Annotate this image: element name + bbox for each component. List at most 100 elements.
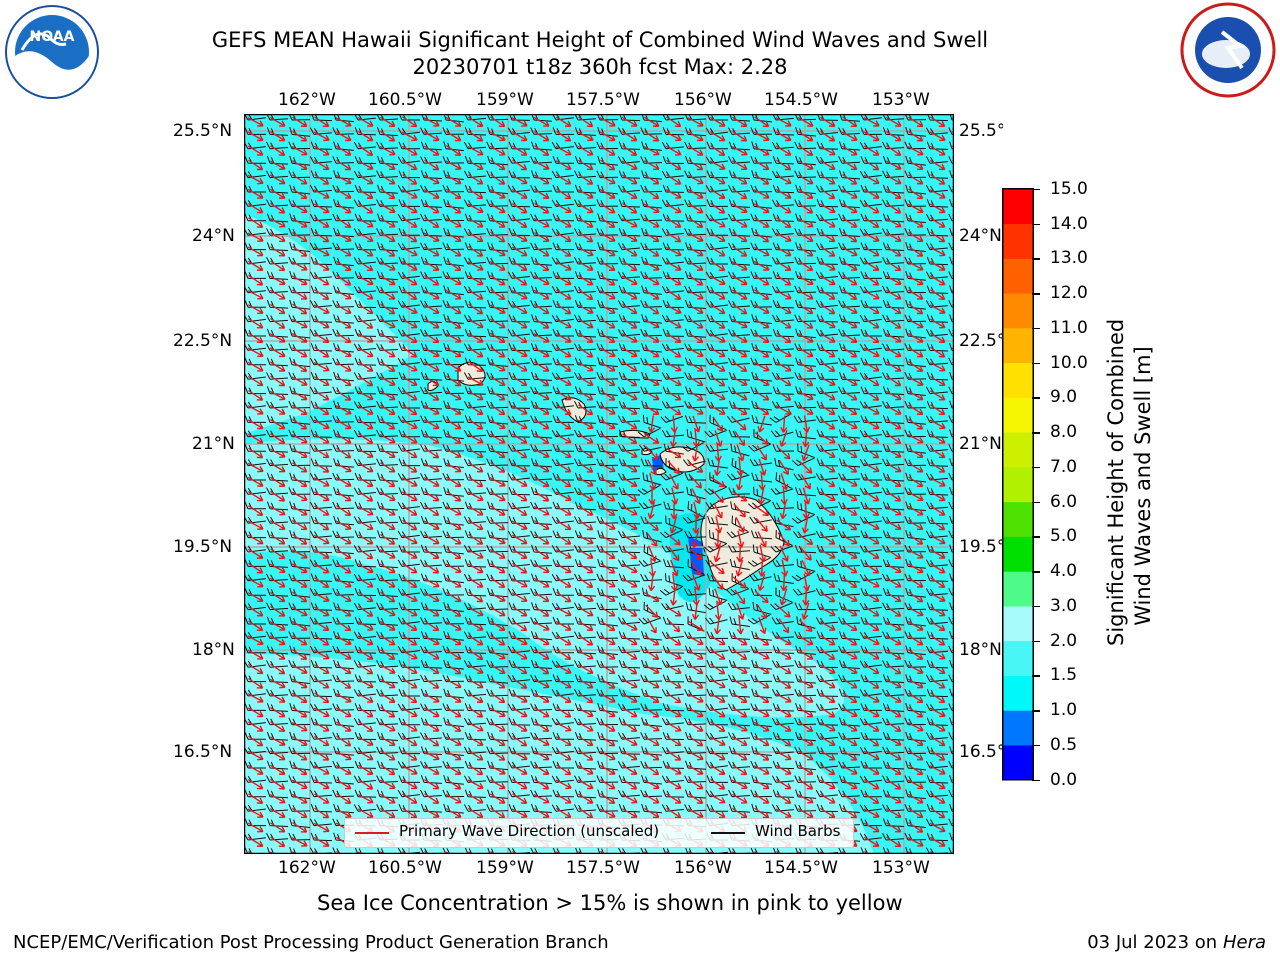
colorbar-tick-label: 14.0 xyxy=(1050,213,1088,234)
colorbar-tick-mark xyxy=(1032,397,1040,399)
lat-tick-label: 21°N xyxy=(192,434,235,454)
colorbar-tick-label: 12.0 xyxy=(1050,283,1088,304)
colorbar-tick-mark xyxy=(1032,501,1040,504)
colorbar-segment xyxy=(1003,432,1033,468)
lon-tick-label: 154.5°W xyxy=(764,90,838,110)
colorbar-tick-label: 7.0 xyxy=(1050,456,1078,477)
colorbar-tick-label: 9.0 xyxy=(1050,387,1078,408)
colorbar-segment xyxy=(1003,710,1033,746)
wave-direction-legend-label: Primary Wave Direction (unscaled) xyxy=(399,822,660,840)
colorbar-tick-mark xyxy=(1032,432,1040,434)
lat-tick-label: 16.5°N xyxy=(173,742,233,762)
colorbar-tick-mark xyxy=(1032,223,1040,225)
colorbar-title-line2: Wind Waves and Swell [m] xyxy=(1131,346,1155,626)
right-lat-axis: 25.5°N 24°N 22.5°N 21°N 19.5°N 18°N 16.5… xyxy=(955,110,1003,790)
footer-producer: NCEP/EMC/Verification Post Processing Pr… xyxy=(13,932,609,953)
lat-tick-label: 25.5°N xyxy=(959,121,1003,141)
lat-tick-label: 19.5°N xyxy=(959,537,1003,557)
colorbar-tick-mark xyxy=(1032,536,1040,538)
colorbar-tick-mark xyxy=(1032,327,1040,330)
lat-tick-label: 19.5°N xyxy=(173,537,233,557)
lon-tick-label: 160.5°W xyxy=(368,858,442,878)
colorbar-segment xyxy=(1003,501,1033,537)
lon-tick-label: 159°W xyxy=(476,858,534,878)
colorbar xyxy=(1002,188,1034,781)
lon-tick-label: 157.5°W xyxy=(566,858,640,878)
colorbar-tick-mark xyxy=(1032,293,1040,295)
colorbar-segment xyxy=(1003,397,1033,433)
colorbar-segment xyxy=(1003,571,1033,607)
wave-height-band-2-3m xyxy=(244,439,844,718)
colorbar-segment xyxy=(1003,362,1033,398)
colorbar-tick-label: 13.0 xyxy=(1050,248,1088,269)
colorbar-segment xyxy=(1003,675,1033,711)
colorbar-segment xyxy=(1003,327,1033,364)
map-legend: Primary Wave Direction (unscaled) Wind B… xyxy=(344,818,854,848)
colorbar-tick-mark xyxy=(1032,779,1040,782)
wave-height-band-2-3m xyxy=(244,214,414,434)
lon-tick-label: 153°W xyxy=(872,858,930,878)
colorbar-tick-mark xyxy=(1032,466,1040,469)
colorbar-segment xyxy=(1003,293,1033,329)
colorbar-tick-label: 0.0 xyxy=(1050,769,1078,790)
lon-tick-label: 162°W xyxy=(278,858,336,878)
colorbar-tick-label: 0.5 xyxy=(1050,734,1078,755)
colorbar-tick-mark xyxy=(1032,640,1040,643)
colorbar-tick-mark xyxy=(1032,571,1040,573)
noaa-logo-text: NOAA xyxy=(30,29,75,45)
lat-tick-label: 24°N xyxy=(959,226,1002,246)
colorbar-title: Significant Height of Combined Wind Wave… xyxy=(1103,318,1157,646)
colorbar-tick-label: 11.0 xyxy=(1050,317,1088,338)
wind-barb-legend-label: Wind Barbs xyxy=(755,822,841,840)
colorbar-tick-mark xyxy=(1032,710,1040,712)
colorbar-tick-mark xyxy=(1032,605,1040,608)
lon-tick-label: 156°W xyxy=(674,858,732,878)
footer-machine: Hera xyxy=(1222,932,1266,953)
colorbar-tick-label: 10.0 xyxy=(1050,352,1088,373)
colorbar-tick-label: 3.0 xyxy=(1050,595,1078,616)
colorbar-title-line1: Significant Height of Combined xyxy=(1104,318,1128,646)
wave-height-map xyxy=(244,114,954,854)
lat-tick-label: 22.5°N xyxy=(173,331,233,351)
footer-date-text: 03 Jul 2023 on xyxy=(1087,932,1223,953)
lon-tick-label: 154.5°W xyxy=(764,858,838,878)
colorbar-segment xyxy=(1003,223,1033,259)
lat-tick-label: 25.5°N xyxy=(173,121,233,141)
lon-tick-label: 160.5°W xyxy=(368,90,442,110)
island-kahoolawe xyxy=(655,467,667,476)
chart-title-line2: 20230701 t18z 360h fcst Max: 2.28 xyxy=(412,55,788,79)
wave-height-band-2-3m xyxy=(244,654,874,854)
colorbar-tick-label: 6.0 xyxy=(1050,491,1078,512)
colorbar-segment xyxy=(1003,188,1033,225)
colorbar-segment xyxy=(1003,466,1033,503)
wind-barb-legend-swatch xyxy=(711,832,745,834)
colorbar-segment xyxy=(1003,258,1033,294)
colorbar-tick-mark xyxy=(1032,675,1040,677)
noaa-logo-icon: NOAA xyxy=(5,5,99,99)
colorbar-segment xyxy=(1003,605,1033,642)
colorbar-tick-mark xyxy=(1032,362,1040,365)
lat-tick-label: 18°N xyxy=(959,640,1002,660)
chart-title-line1: GEFS MEAN Hawaii Significant Height of C… xyxy=(211,28,989,52)
colorbar-tick-label: 8.0 xyxy=(1050,422,1078,443)
colorbar-tick-labels: 0.0 0.5 1.0 1.5 2.0 3.0 4.0 5.0 6.0 7.0 8.0 9.0 10.0… xyxy=(1032,178,1106,790)
lon-tick-label: 153°W xyxy=(872,90,930,110)
lat-tick-label: 24°N xyxy=(192,226,235,246)
lat-tick-label: 21°N xyxy=(959,434,1002,454)
lon-tick-label: 162°W xyxy=(278,90,336,110)
colorbar-segment xyxy=(1003,744,1033,781)
lat-tick-label: 22.5°N xyxy=(959,331,1003,351)
colorbar-tick-label: 1.5 xyxy=(1050,665,1078,686)
colorbar-tick-mark xyxy=(1032,744,1040,747)
colorbar-tick-mark xyxy=(1032,258,1040,260)
footer-date: 03 Jul 2023 on Hera xyxy=(1087,932,1266,953)
lon-tick-label: 156°W xyxy=(674,90,732,110)
colorbar-segment xyxy=(1003,640,1033,676)
lat-tick-label: 16.5°N xyxy=(959,742,1003,762)
colorbar-tick-label: 15.0 xyxy=(1050,178,1088,199)
nws-logo-icon xyxy=(1180,2,1276,98)
colorbar-tick-label: 4.0 xyxy=(1050,561,1078,582)
colorbar-tick-mark xyxy=(1032,188,1040,191)
wave-direction-legend-swatch xyxy=(355,832,389,834)
colorbar-tick-label: 5.0 xyxy=(1050,526,1078,547)
